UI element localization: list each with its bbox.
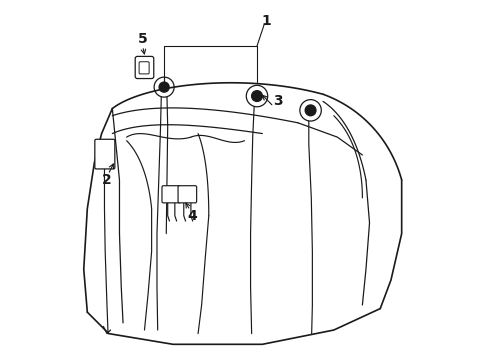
Circle shape (251, 91, 262, 102)
FancyBboxPatch shape (135, 57, 153, 78)
FancyBboxPatch shape (178, 186, 196, 203)
Circle shape (305, 105, 315, 116)
FancyBboxPatch shape (139, 62, 149, 74)
Text: 4: 4 (187, 209, 197, 223)
Circle shape (159, 82, 169, 92)
FancyBboxPatch shape (95, 139, 115, 169)
Text: 1: 1 (261, 14, 270, 28)
Text: 3: 3 (273, 94, 283, 108)
FancyBboxPatch shape (162, 186, 180, 203)
Text: 5: 5 (138, 32, 147, 46)
Text: 2: 2 (102, 173, 112, 187)
